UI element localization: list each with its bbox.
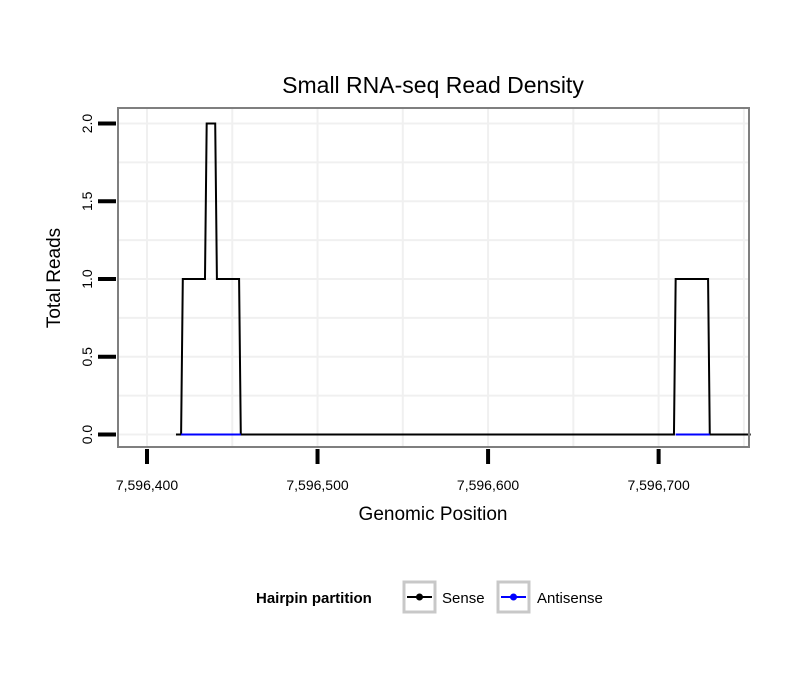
legend-label-antisense: Antisense bbox=[537, 590, 603, 607]
y-tick-label: 2.0 bbox=[79, 114, 95, 134]
y-tick-label: 1.0 bbox=[79, 269, 95, 289]
x-tick-label: 7,596,700 bbox=[627, 477, 689, 493]
y-tick-label: 0.5 bbox=[79, 347, 95, 367]
plot-panel-border bbox=[117, 107, 750, 448]
y-axis: 0.0 0.5 1.0 1.5 2.0 bbox=[79, 114, 116, 445]
y-tick-label: 1.5 bbox=[79, 191, 95, 211]
series-line-sense bbox=[175, 122, 751, 436]
legend-label-sense: Sense bbox=[442, 590, 485, 607]
legend-item-antisense: Antisense bbox=[496, 580, 603, 614]
x-tick-label: 7,596,500 bbox=[286, 477, 348, 493]
chart-title: Small RNA-seq Read Density bbox=[282, 72, 584, 98]
x-axis: 7,596,400 7,596,500 7,596,600 7,596,700 bbox=[116, 449, 690, 493]
legend-title: Hairpin partition bbox=[256, 590, 372, 607]
legend-point-sense bbox=[416, 593, 423, 601]
y-axis-title: Total Reads bbox=[44, 228, 65, 328]
legend: Hairpin partition Sense Antisense bbox=[256, 580, 603, 614]
x-tick-label: 7,596,600 bbox=[457, 477, 519, 493]
x-tick-label: 7,596,400 bbox=[116, 477, 178, 493]
legend-item-sense: Sense bbox=[402, 580, 485, 614]
legend-point-antisense bbox=[510, 593, 517, 601]
x-axis-title: Genomic Position bbox=[359, 504, 508, 525]
series-lines bbox=[175, 122, 751, 436]
y-tick-label: 0.0 bbox=[79, 425, 95, 445]
